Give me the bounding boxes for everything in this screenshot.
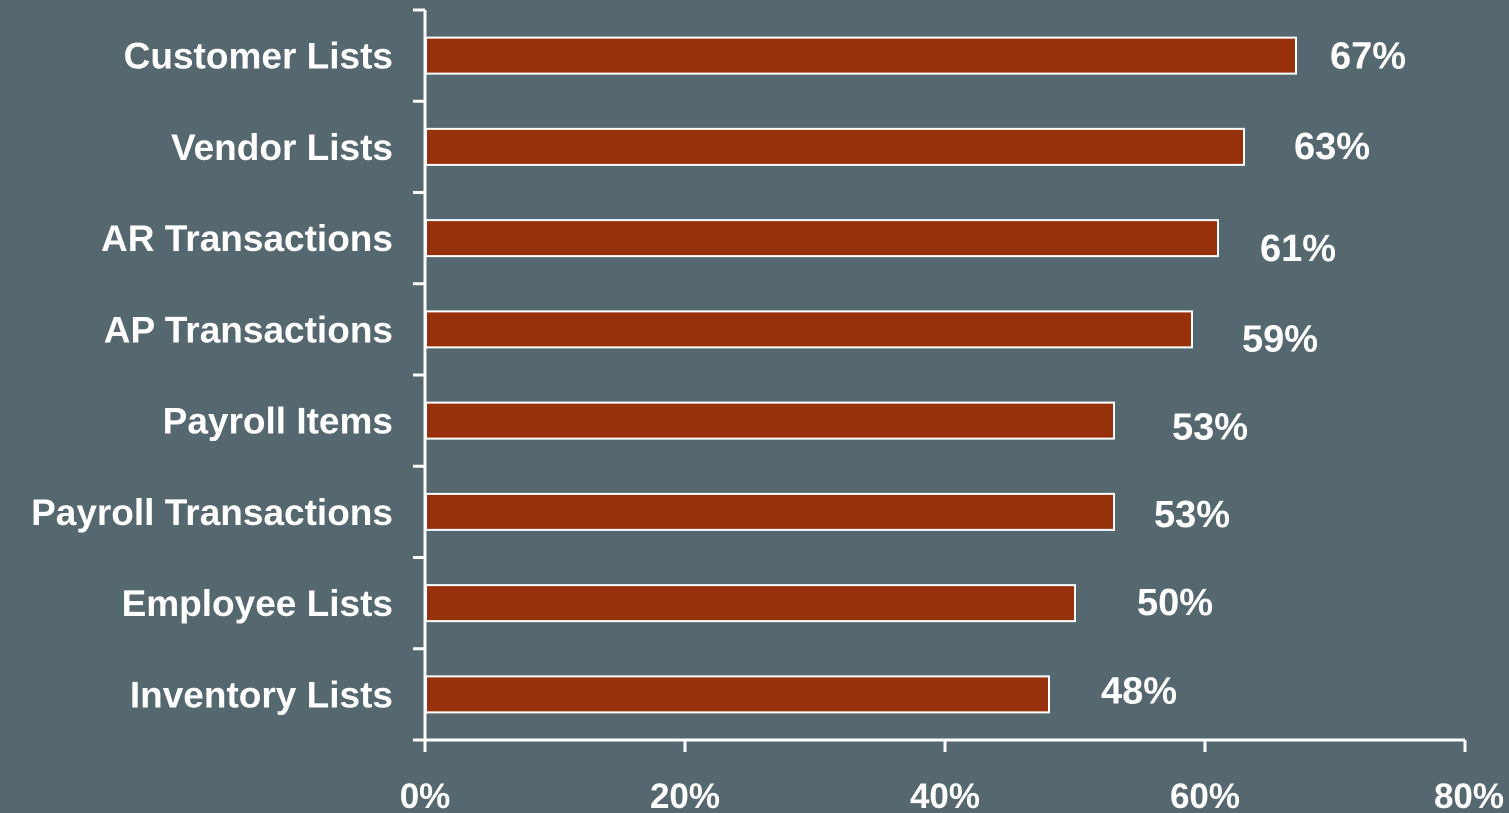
category-label: Vendor Lists [171,127,393,168]
bar-ap-transactions [425,310,1193,349]
data-label: 53% [1154,494,1230,536]
data-label: 48% [1101,670,1177,712]
bar-vendor-lists [425,127,1245,166]
category-label: Payroll Items [163,401,393,442]
bar-payroll-items [425,401,1115,440]
bar-employee-lists [425,584,1076,623]
category-label: Employee Lists [122,583,393,624]
bar-inventory-lists [425,675,1050,714]
data-label: 59% [1242,318,1318,360]
axis-layer [413,8,1467,752]
category-label: Customer Lists [124,36,393,77]
x-tick-label: 80% [1434,777,1504,813]
data-label: 53% [1172,407,1248,449]
x-tick-label: 0% [400,777,451,813]
category-label: Inventory Lists [130,674,393,715]
data-label: 63% [1294,126,1370,168]
category-label: Payroll Transactions [31,492,393,533]
x-tick-label: 20% [650,777,720,813]
data-label: 67% [1330,36,1406,78]
data-label: 61% [1260,228,1336,270]
category-label: AR Transactions [101,218,393,259]
bar-payroll-transactions [425,492,1115,531]
x-tick-label: 40% [910,777,980,813]
bar-ar-transactions [425,219,1219,258]
bars-layer [425,36,1297,714]
labels-layer: Customer Lists 67% Vendor Lists 63% AR Trans… [31,36,1504,813]
data-label: 50% [1137,582,1213,624]
x-tick-label: 60% [1170,777,1240,813]
bar-customer-lists [425,36,1297,75]
category-label: AP Transactions [104,309,393,350]
